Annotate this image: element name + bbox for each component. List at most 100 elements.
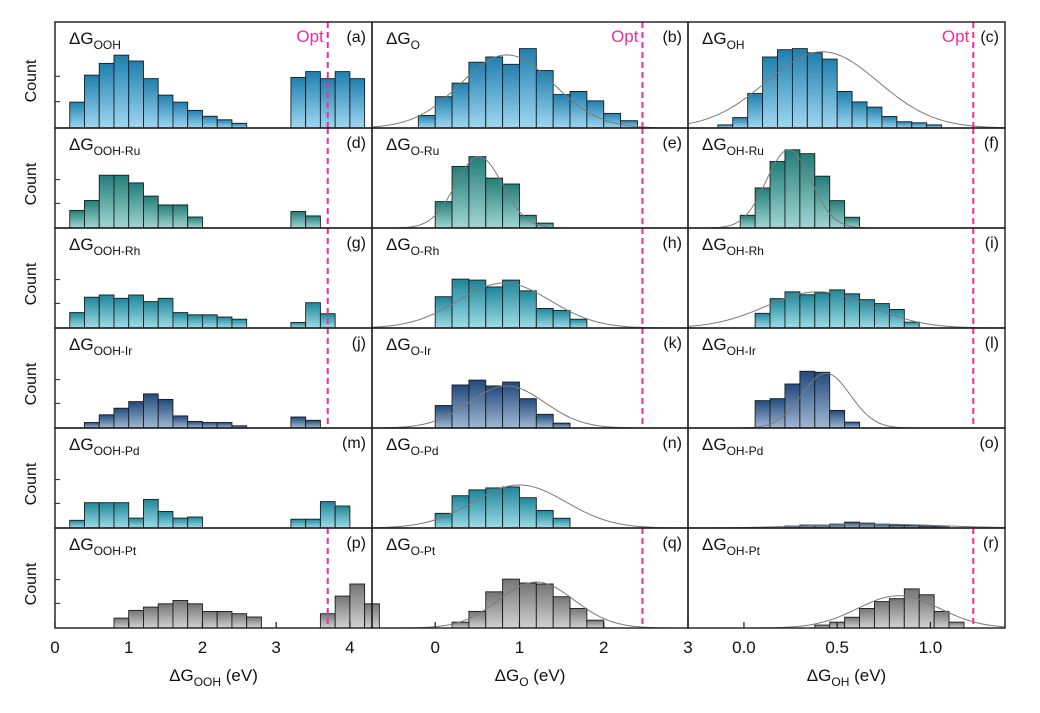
bar: [201, 611, 218, 629]
bar: [535, 413, 554, 429]
bar: [434, 405, 453, 429]
y-axis-label: Count: [23, 262, 40, 305]
panel-g: ΔGOOH-Rh (g): [54, 227, 373, 329]
panel-frame: [54, 327, 373, 429]
x-axis-2: 0 1 2 3 ΔGO (eV): [430, 622, 693, 689]
bar: [157, 398, 174, 429]
bar: [84, 296, 100, 329]
bar: [216, 119, 233, 129]
panel-a: Opt ΔGOOH (a): [54, 21, 373, 129]
x-tick-label: 0: [430, 638, 439, 657]
bar: [851, 101, 868, 129]
panel-title: ΔGOOH-Rh: [69, 235, 140, 258]
panel-title: ΔGO-Pt: [386, 535, 436, 558]
panel-letter: (e): [662, 135, 682, 152]
panel-frame: [687, 427, 1006, 529]
bar: [451, 384, 470, 429]
panel-title: ΔGOH: [702, 29, 745, 52]
bar: [754, 400, 771, 429]
bar: [874, 601, 890, 629]
panel-frame: [687, 527, 1006, 629]
bar: [552, 596, 571, 629]
bar: [844, 421, 861, 429]
panel-title: ΔGO-Pd: [386, 435, 439, 458]
bar: [113, 407, 130, 429]
panel-title: ΔGOOH: [69, 29, 121, 52]
bar: [552, 309, 571, 329]
bar: [216, 422, 233, 429]
bar: [519, 582, 537, 629]
bar: [231, 613, 248, 629]
bar: [586, 619, 605, 629]
bar: [468, 489, 487, 529]
bar: [739, 214, 756, 229]
panel-letter: (m): [342, 435, 366, 452]
bar: [143, 498, 159, 529]
bar: [143, 195, 159, 229]
bar: [874, 303, 890, 329]
bar: [84, 74, 100, 129]
bar: [143, 606, 159, 629]
x-tick-label: 1: [124, 638, 133, 657]
bar: [201, 115, 218, 129]
bar: [290, 77, 307, 129]
panel-frame: [371, 127, 689, 229]
bar: [535, 307, 554, 329]
x-tick-label: 0.0: [732, 638, 756, 657]
fit-curve: [687, 291, 1006, 329]
panel-e: ΔGO-Ru (e): [371, 127, 689, 229]
bar: [69, 519, 85, 529]
bar: [305, 215, 321, 229]
bar: [821, 58, 838, 129]
bar: [485, 385, 504, 429]
bar: [172, 101, 189, 129]
bar: [468, 379, 487, 429]
bar: [172, 600, 189, 629]
bar: [98, 414, 115, 429]
fit-curve: [371, 484, 689, 529]
panel-title: ΔGOH-Rh: [702, 235, 764, 258]
fit-curve: [688, 372, 1005, 429]
bar: [519, 398, 537, 429]
bar: [305, 71, 321, 129]
panel-o: ΔGOH-Pd (o): [687, 427, 1006, 529]
bar: [888, 308, 905, 329]
panel-i: ΔGOH-Rh (i): [687, 227, 1006, 329]
bar: [201, 422, 218, 429]
bar: [128, 609, 144, 629]
bar: [535, 583, 554, 629]
bar: [157, 297, 174, 329]
bar: [434, 512, 453, 529]
bar: [157, 603, 174, 629]
bar: [349, 583, 366, 629]
bar: [128, 60, 144, 129]
bar: [290, 211, 307, 229]
bar: [948, 621, 965, 629]
panel-title: ΔGOH-Pd: [702, 435, 763, 458]
bar: [799, 294, 816, 329]
bar: [754, 187, 771, 229]
fit-curve: [371, 54, 688, 129]
x-axis-3: 0.0 0.5 1.0 ΔGOH (eV): [732, 622, 942, 689]
bar: [485, 56, 504, 129]
bar: [98, 174, 115, 229]
bar: [519, 290, 537, 329]
panel-letter: (h): [662, 235, 682, 252]
bar: [829, 409, 846, 429]
bar: [84, 422, 100, 429]
fit-curve: [687, 51, 1006, 129]
bar: [859, 299, 875, 329]
bar: [502, 578, 520, 629]
bar: [84, 200, 100, 229]
bar: [903, 321, 920, 329]
bar: [290, 518, 307, 529]
panel-title: ΔGO-Ru: [386, 135, 439, 158]
bar: [157, 511, 174, 529]
bar: [806, 52, 823, 129]
panel-n: ΔGO-Pd (n): [371, 427, 689, 529]
panel-title: ΔGOOH-Ru: [69, 135, 140, 158]
bar: [172, 517, 189, 529]
opt-label: Opt: [296, 27, 324, 46]
x-tick-label: 0.5: [825, 638, 849, 657]
